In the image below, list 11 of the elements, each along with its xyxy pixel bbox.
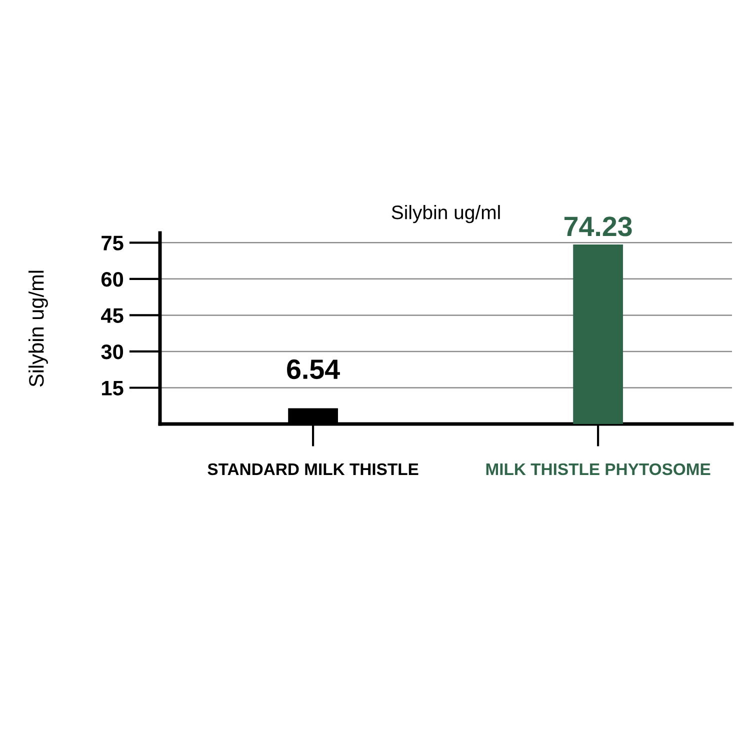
data-label: 74.23 <box>564 216 632 236</box>
x-tick-label: MILK THISTLE PHYTOSOME <box>486 463 710 476</box>
y-tick-label: 75 <box>102 236 124 250</box>
y-tick-label: 45 <box>101 308 124 323</box>
y-tick-label: 15 <box>102 380 124 396</box>
chart-title: Silybin ug/ml <box>392 205 500 224</box>
data-label: 6.54 <box>287 359 340 380</box>
y-tick-label: 60 <box>101 272 124 287</box>
y-axis-title: Silybin ug/ml <box>28 270 48 387</box>
x-tick-label: STANDARD MILK THISTLE <box>208 463 418 476</box>
y-tick-label: 30 <box>101 344 124 360</box>
